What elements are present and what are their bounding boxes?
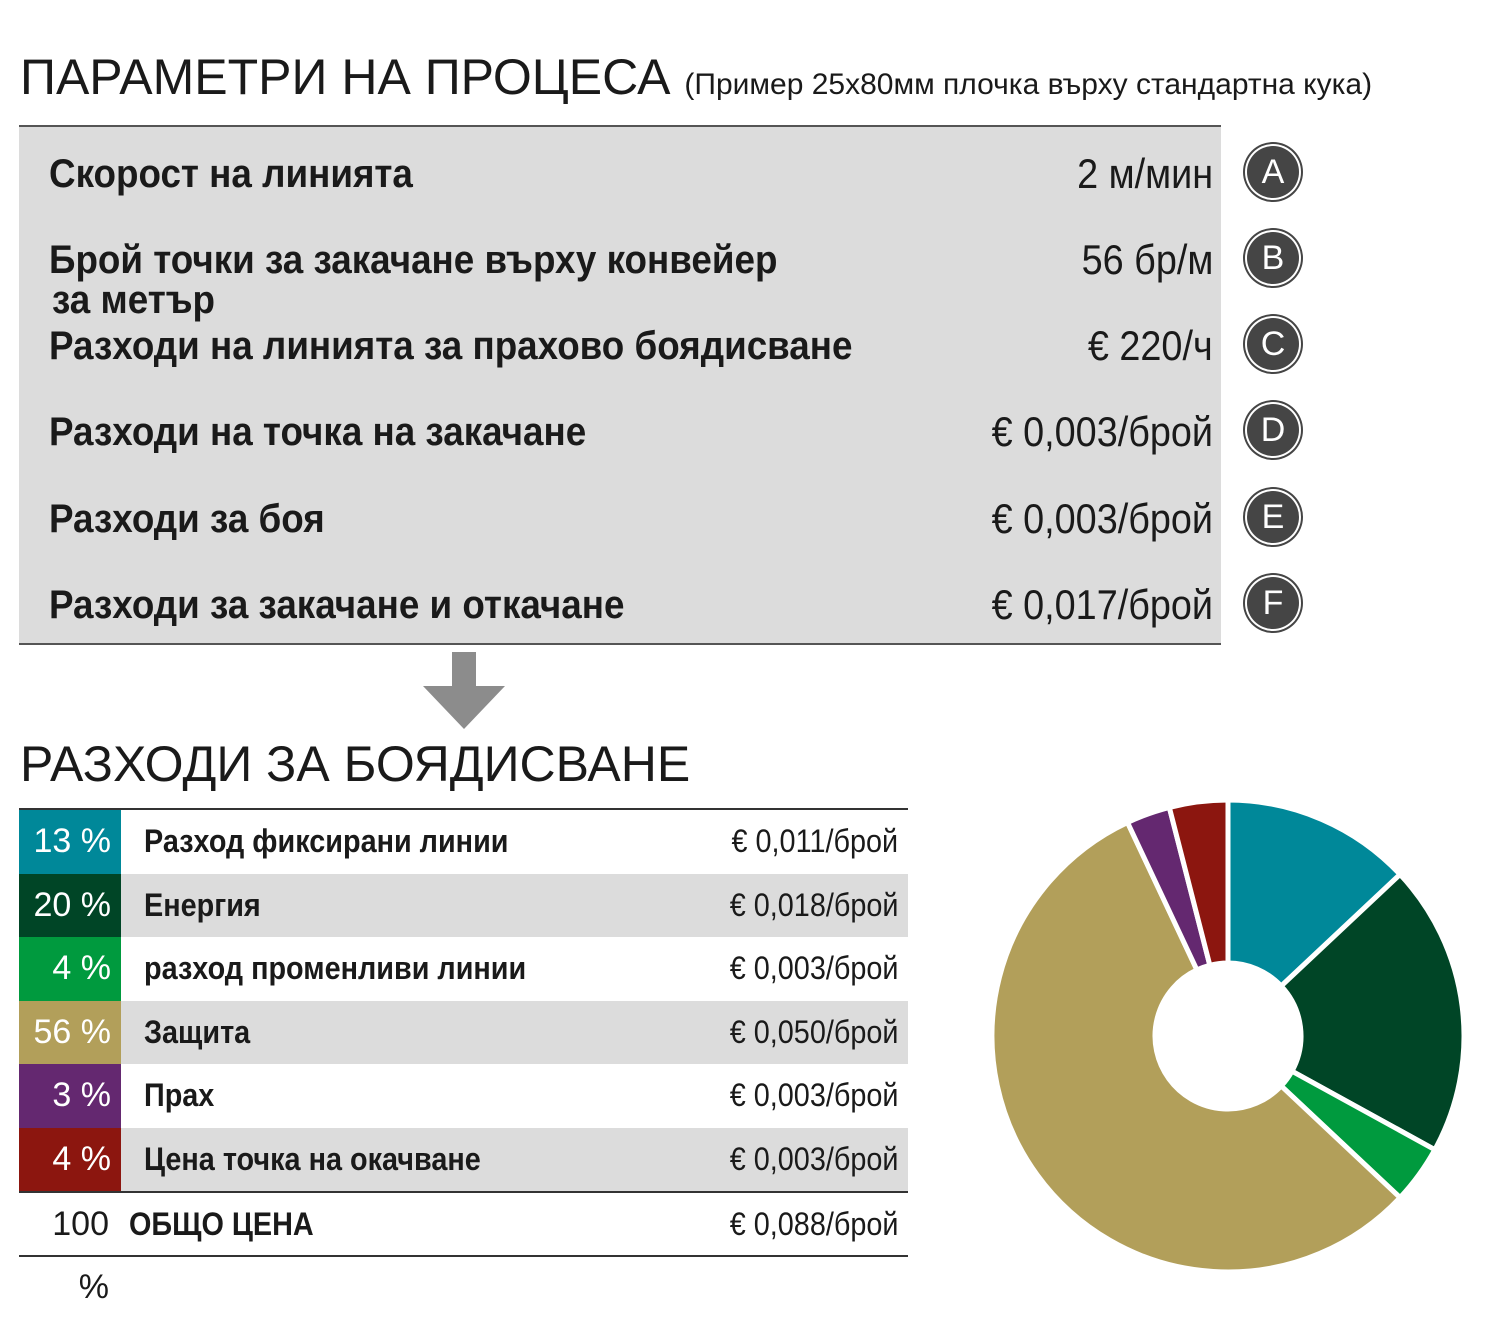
arrow-down-icon xyxy=(423,652,505,729)
costs-title: РАЗХОДИ ЗА БОЯДИСВАНЕ xyxy=(20,736,691,792)
cost-row: 4 % разход променливи линии € 0,003/брой xyxy=(19,937,908,1001)
cost-percent: 56 % xyxy=(19,1000,121,1064)
cost-value: € 0,018/брой xyxy=(729,886,898,923)
param-label: Разходи на линията за прахово боядисване xyxy=(49,324,853,368)
param-row: Разходи на точка на закачане € 0,003/брой xyxy=(19,411,1221,471)
cost-name: Разход фиксирани линии xyxy=(144,823,509,859)
param-value: € 0,017/брой xyxy=(991,581,1213,628)
cost-name: Енергия xyxy=(144,886,261,923)
cost-name: Цена точка на окачване xyxy=(144,1140,481,1177)
cost-row: 4 % Цена точка на окачване € 0,003/брой xyxy=(19,1127,908,1191)
cost-row: 13 % Разход фиксирани линии € 0,011/брой xyxy=(19,810,908,874)
cost-value: € 0,003/брой xyxy=(729,1077,898,1113)
param-label: Разходи за закачане и откачане xyxy=(49,583,625,627)
param-row: Брой точки за закачане върху конвейер за … xyxy=(19,236,1221,322)
total-name: ОБЩО ЦЕНА xyxy=(129,1206,314,1242)
param-row: Разходи на линията за прахово боядисване… xyxy=(19,325,1221,385)
param-label: Скорост на линията xyxy=(49,152,413,196)
cost-value: € 0,050/брой xyxy=(729,1013,898,1050)
parameters-panel: Скорост на линията 2 м/мин Брой точки за … xyxy=(19,125,1221,645)
cost-percent: 4 % xyxy=(19,937,121,1001)
cost-percent: 4 % xyxy=(19,1127,121,1191)
param-value: € 0,003/брой xyxy=(991,408,1213,455)
cost-name: разход променливи линии xyxy=(144,950,527,986)
cost-value: € 0,003/брой xyxy=(729,1140,898,1177)
badge-a: A xyxy=(1247,146,1299,198)
param-value: 56 бр/м xyxy=(1081,236,1213,283)
cost-value: € 0,003/брой xyxy=(729,950,898,986)
pie-slice xyxy=(1166,797,1231,969)
param-label-line2: за метър xyxy=(52,278,216,322)
badge-b: B xyxy=(1247,232,1299,284)
param-label: Разходи на точка на закачане xyxy=(49,410,587,454)
param-label: Разходи за боя xyxy=(49,497,325,541)
badge-e: E xyxy=(1247,491,1299,543)
cost-name: Защита xyxy=(144,1013,251,1050)
badge-d: D xyxy=(1247,404,1299,456)
total-row: 100 % ОБЩО ЦЕНА € 0,088/брой xyxy=(19,1191,908,1306)
title-text: ПАРАМЕТРИ НА ПРОЦЕСА xyxy=(20,49,671,105)
total-value: € 0,088/брой xyxy=(729,1206,898,1242)
cost-percent: 3 % xyxy=(19,1064,121,1128)
donut-chart xyxy=(989,797,1467,1275)
subtitle: (Пример 25x80мм плочка върху стандартна … xyxy=(684,68,1373,101)
pie-slice xyxy=(1225,797,1404,990)
cost-name: Прах xyxy=(144,1077,215,1113)
param-value: € 220/ч xyxy=(1088,322,1213,369)
param-value: € 0,003/брой xyxy=(991,495,1213,542)
cost-row: 56 % Защита € 0,050/брой xyxy=(19,1000,908,1064)
pie-slice xyxy=(1277,870,1467,1154)
param-label: Брой точки за закачане върху конвейер xyxy=(49,238,778,282)
cost-row: 20 % Енергия € 0,018/брой xyxy=(19,873,908,937)
total-percent: 100 % xyxy=(52,1205,109,1306)
param-row: Разходи за боя € 0,003/брой xyxy=(19,498,1221,558)
badge-f: F xyxy=(1247,577,1299,629)
param-value: 2 м/мин xyxy=(1077,150,1213,197)
param-row: Скорост на линията 2 м/мин xyxy=(19,153,1221,213)
param-row: Разходи за закачане и откачане € 0,017/бр… xyxy=(19,584,1221,644)
cost-percent: 13 % xyxy=(19,810,121,874)
badge-c: C xyxy=(1247,318,1299,370)
costs-table: 13 % Разход фиксирани линии € 0,011/брой 20… xyxy=(19,808,908,1306)
cost-row: 3 % Прах € 0,003/брой xyxy=(19,1064,908,1128)
page-title: ПАРАМЕТРИ НА ПРОЦЕСА (Пример 25x80мм пло… xyxy=(20,48,1372,106)
cost-value: € 0,011/брой xyxy=(731,823,898,859)
cost-percent: 20 % xyxy=(19,873,121,937)
pie-slice xyxy=(989,819,1404,1275)
